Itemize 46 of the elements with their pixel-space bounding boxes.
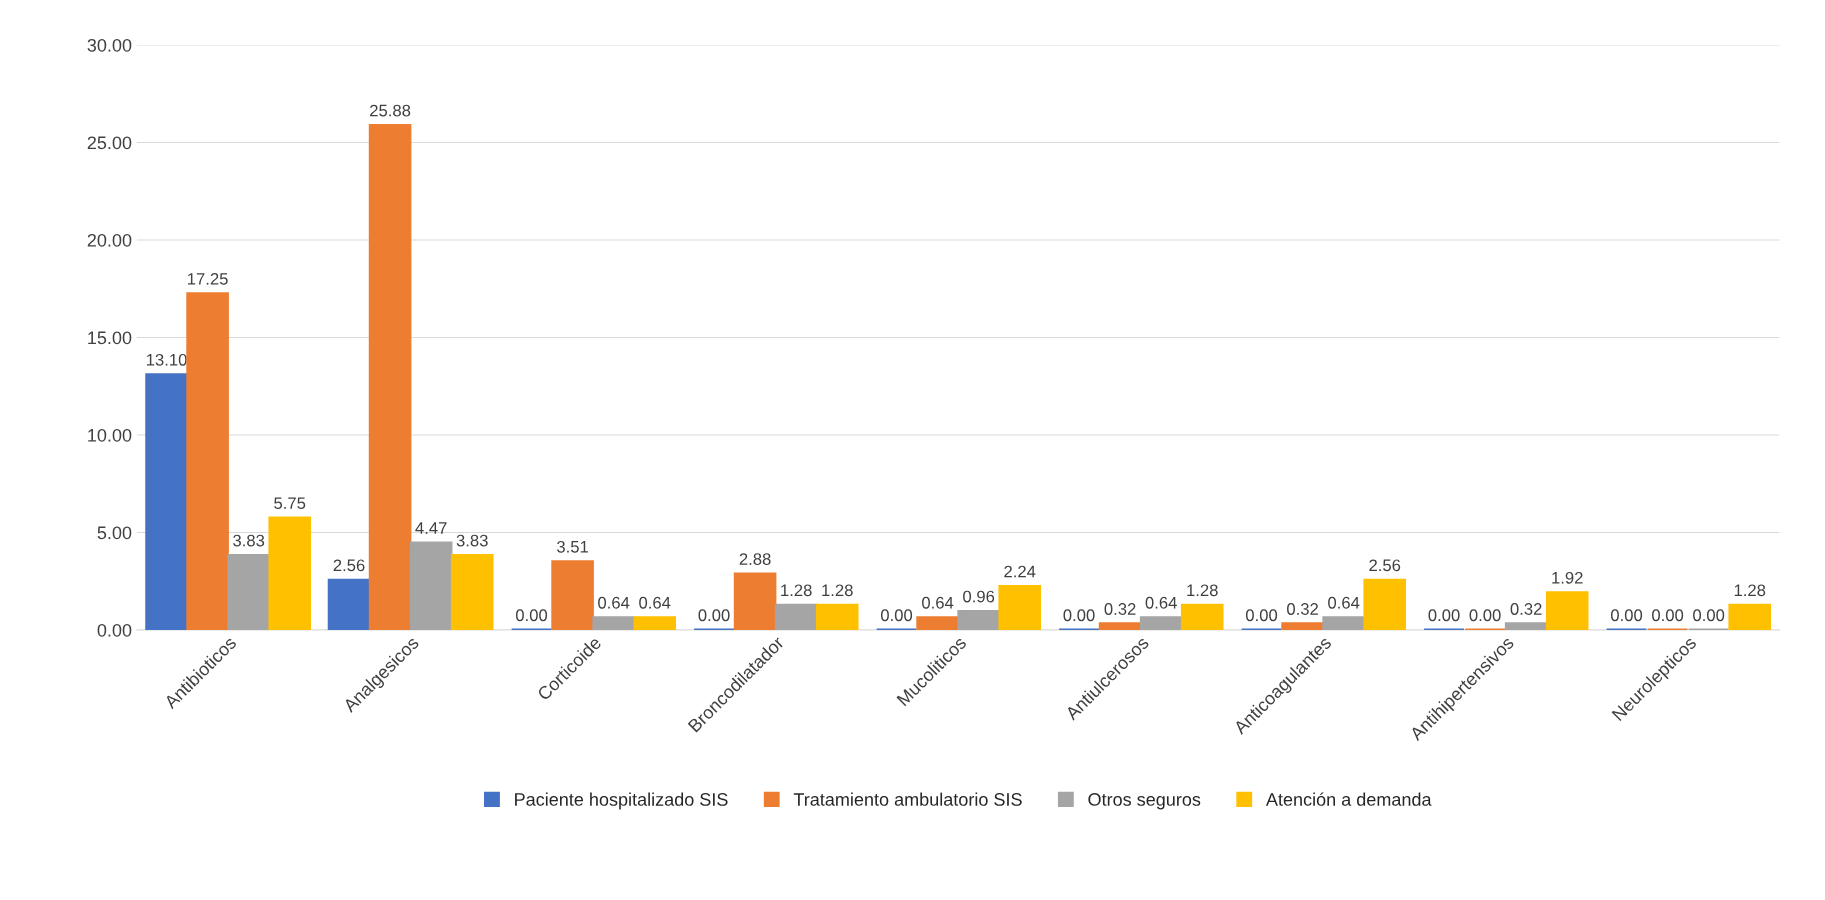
data-label: 0.00 xyxy=(1610,609,1643,622)
legend-label: Paciente hospitalizado SIS xyxy=(515,792,728,810)
data-label: 1.28 xyxy=(781,584,812,597)
data-label: 0.64 xyxy=(922,596,954,609)
data-label: 2.56 xyxy=(333,559,365,572)
data-label: 0.00 xyxy=(1245,609,1278,622)
data-label: 0.64 xyxy=(598,596,630,609)
data-label: 5.75 xyxy=(274,497,306,510)
data-label: 2.24 xyxy=(1004,565,1036,578)
data-label: 1.92 xyxy=(1552,571,1583,584)
y-tick-label: 10.00 xyxy=(88,428,132,442)
data-label: 0.64 xyxy=(639,596,671,609)
data-label: 25.88 xyxy=(370,104,411,117)
y-tick-label: 30.00 xyxy=(87,38,132,52)
data-label: 3.83 xyxy=(233,534,265,547)
data-label: 17.25 xyxy=(188,272,228,285)
data-label: 2.88 xyxy=(739,553,771,565)
data-label: 0.32 xyxy=(1104,603,1136,615)
data-label: 0.00 xyxy=(1469,609,1501,622)
y-tick-label: 15.00 xyxy=(88,331,132,345)
data-label: 3.51 xyxy=(557,540,588,553)
data-label: 0.32 xyxy=(1287,603,1318,615)
data-label: 2.56 xyxy=(1369,559,1401,572)
y-tick-label: 5.00 xyxy=(97,526,132,540)
legend-label: Otros seguros xyxy=(1088,793,1201,810)
data-label: 0.64 xyxy=(1328,596,1360,609)
data-label: 0.00 xyxy=(515,609,548,622)
data-label: 0.00 xyxy=(1428,609,1460,622)
data-label: 0.00 xyxy=(880,609,913,622)
data-label: 4.47 xyxy=(415,522,447,534)
data-label: 0.32 xyxy=(1510,603,1542,615)
data-label: 0.96 xyxy=(963,590,995,603)
data-label: 0.00 xyxy=(1063,609,1095,622)
y-tick-label: 20.00 xyxy=(87,233,132,247)
legend-label: Atención a demanda xyxy=(1265,792,1432,806)
y-tick-label: 0.00 xyxy=(97,623,132,637)
data-label: 1.28 xyxy=(1734,584,1766,597)
data-label: 0.00 xyxy=(1652,609,1684,622)
data-label: 0.00 xyxy=(1693,609,1725,622)
data-label: 1.28 xyxy=(822,584,853,597)
y-tick-label: 25.00 xyxy=(87,136,132,150)
data-label: 0.64 xyxy=(1145,596,1177,609)
data-label: 1.28 xyxy=(1187,584,1218,597)
data-label: 0.00 xyxy=(698,609,730,622)
legend-label: Tratamiento ambulatorio SIS xyxy=(793,792,1022,806)
data-label: 3.83 xyxy=(456,534,488,547)
